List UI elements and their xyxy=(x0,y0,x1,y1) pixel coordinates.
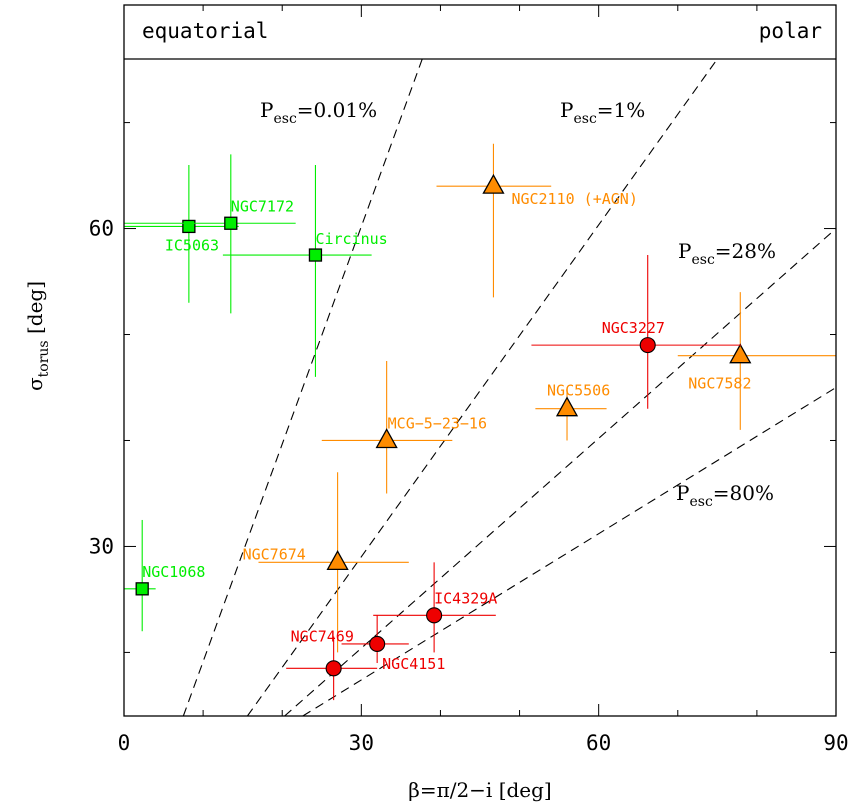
data-point-group: IC4329A xyxy=(373,562,497,653)
escape-curve-label: Pesc=28% xyxy=(678,239,776,268)
escape-curve-label-main: P xyxy=(260,98,273,122)
y-tick-label: 30 xyxy=(89,534,114,558)
point-label: NGC7674 xyxy=(243,545,306,563)
y-axis-label-sub: torus xyxy=(36,340,52,377)
data-point-group: NGC7674 xyxy=(243,472,409,653)
point-label: NGC2110 (+AGN) xyxy=(511,190,637,208)
escape-curve-label: Pesc=0.01% xyxy=(260,98,377,127)
point-label: NGC7172 xyxy=(231,197,294,215)
square-marker xyxy=(135,582,149,596)
escape-curve-line xyxy=(246,58,718,717)
data-point-group: NGC7582 xyxy=(677,292,836,430)
data-point-group: MCG−5−23−16 xyxy=(321,361,487,494)
escape-curve-label-sub: esc xyxy=(689,494,712,510)
plot-frame xyxy=(123,4,837,717)
data-point-group: NGC7172 xyxy=(124,154,296,314)
data-point-group: NGC2110 (+AGN) xyxy=(436,143,638,298)
circle-marker xyxy=(325,660,342,677)
escape-probability-curves: Pesc=0.01% Pesc=1%Pesc=28%Pesc=80% xyxy=(182,58,837,717)
y-axis-label-main: σ xyxy=(23,377,47,391)
data-point-group: NGC7469 xyxy=(286,627,378,701)
y-tick-label: 60 xyxy=(89,217,114,241)
triangle-marker xyxy=(729,343,752,364)
circle-marker xyxy=(369,635,386,652)
square-marker xyxy=(224,216,238,230)
axis-ticks: 0 30 60 90 30 60 xyxy=(89,5,849,755)
escape-curve-label-value: =0.01% xyxy=(297,98,377,122)
escape-curve-label-sub: esc xyxy=(273,111,296,127)
point-label: MCG−5−23−16 xyxy=(388,414,487,432)
data-point-group: IC5063 xyxy=(124,164,239,303)
point-label: IC4329A xyxy=(434,589,497,607)
square-marker xyxy=(308,248,323,262)
x-tick-label: 30 xyxy=(349,731,374,755)
escape-curve-label: Pesc=80% xyxy=(676,481,774,510)
escape-curve-label-sub: esc xyxy=(691,252,714,268)
square-marker xyxy=(182,219,196,234)
point-label: NGC5506 xyxy=(547,382,610,400)
y-axis-label: σtorus [deg] xyxy=(23,281,52,391)
header-right-label: polar xyxy=(759,19,822,43)
x-tick-label: 90 xyxy=(823,731,848,755)
data-point-group: NGC4151 xyxy=(341,615,445,673)
escape-curve-line xyxy=(182,58,423,717)
axes: equatorial polar xyxy=(123,4,837,717)
escape-curve-label: Pesc=1% xyxy=(560,98,645,127)
escape-curve-line xyxy=(284,228,837,717)
point-label: Circinus xyxy=(315,230,387,248)
x-tick-label: 60 xyxy=(586,731,611,755)
point-label: NGC7469 xyxy=(291,627,354,645)
triangle-marker xyxy=(482,173,505,194)
point-label: NGC7582 xyxy=(688,375,751,393)
data-point-group: NGC1068 xyxy=(124,519,205,632)
data-points: IC5063 NGC7172 Circinus NGC1068 NGC2110 (+AG… xyxy=(124,143,836,701)
x-axis-label: β=π/2−i [deg] xyxy=(408,778,552,802)
escape-curve-label-value: =1% xyxy=(597,98,646,122)
point-label: NGC4151 xyxy=(382,655,445,673)
triangle-marker xyxy=(375,428,398,449)
point-label: IC5063 xyxy=(165,236,219,254)
data-point-group: Circinus xyxy=(222,164,388,377)
escape-curve-label-main: P xyxy=(560,98,573,122)
escape-curve-label-main: P xyxy=(678,239,691,263)
data-point-group: NGC3227 xyxy=(531,255,742,409)
circle-marker xyxy=(426,607,443,624)
y-axis-label-unit: [deg] xyxy=(23,281,47,340)
escape-curve-label-main: P xyxy=(676,481,689,505)
triangle-marker xyxy=(555,396,579,417)
x-tick-label: 0 xyxy=(118,731,131,755)
point-label: NGC1068 xyxy=(142,563,205,581)
triangle-marker xyxy=(326,550,349,570)
escape-curve-label-sub: esc xyxy=(573,111,596,127)
escape-curve-label-value: =80% xyxy=(713,481,774,505)
circle-marker xyxy=(639,337,656,354)
point-label: NGC3227 xyxy=(602,319,665,337)
escape-curve-label-value: =28% xyxy=(715,239,776,263)
header-left-label: equatorial xyxy=(142,19,268,43)
data-point-group: NGC5506 xyxy=(535,382,610,441)
